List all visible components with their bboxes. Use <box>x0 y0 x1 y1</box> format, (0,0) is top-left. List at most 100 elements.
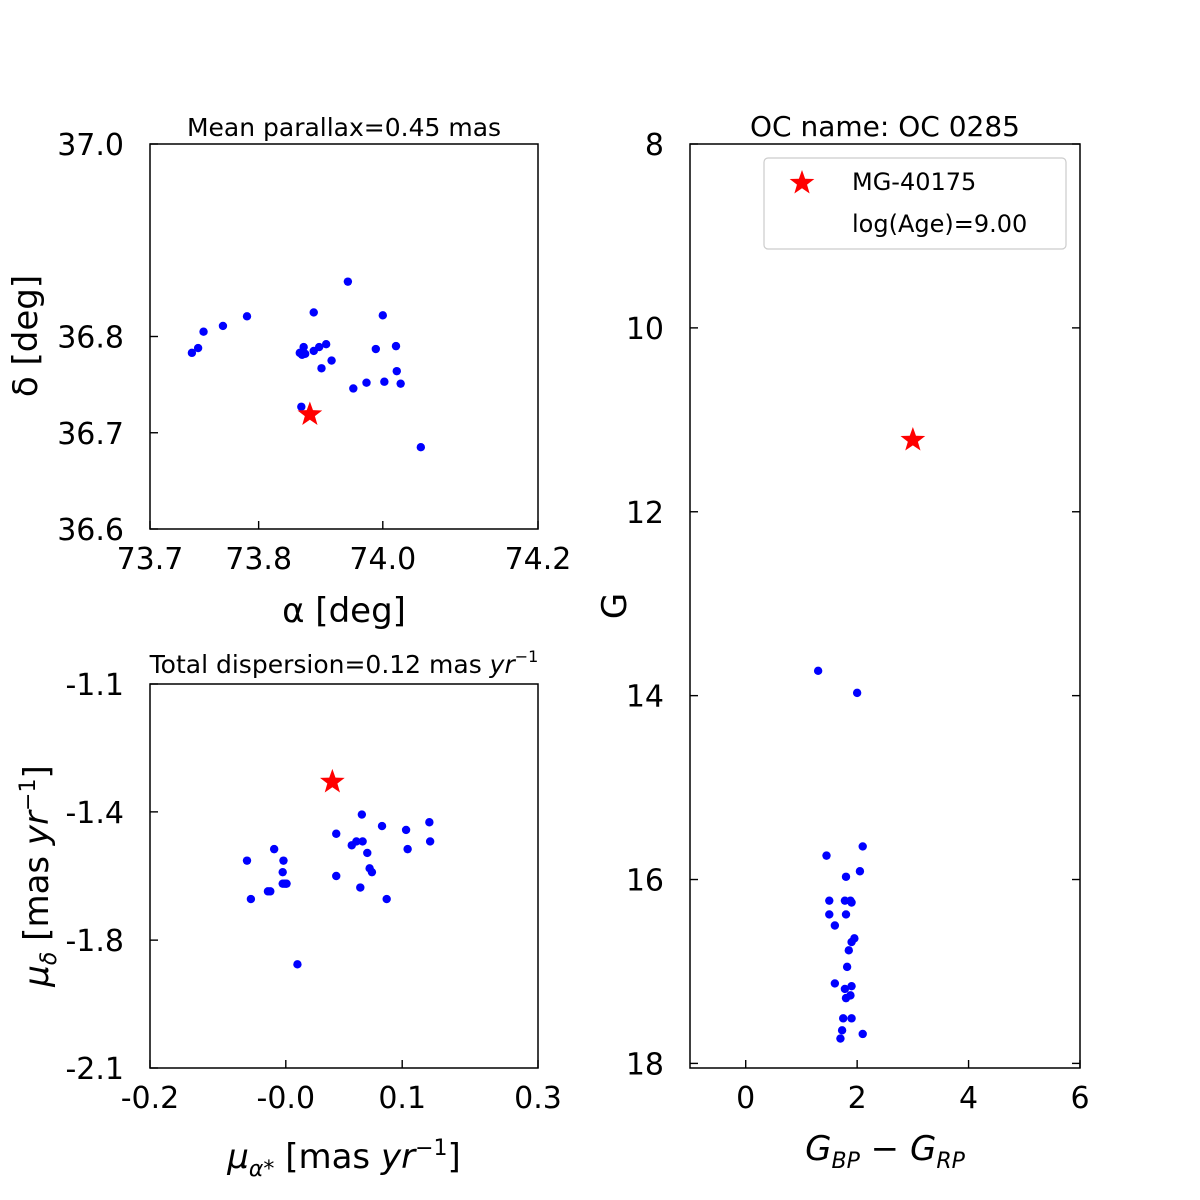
pm-member-point <box>425 818 434 827</box>
panel-proper-motion: Total dispersion=0.12 mas yr−1 -0.2 -0.0 0… <box>16 647 562 1182</box>
sky-member-point <box>349 384 358 393</box>
cmd-member-point <box>841 872 851 881</box>
cmd-member-point <box>813 666 823 676</box>
sky-member-point <box>218 321 228 331</box>
sky-ytick-label: 36.6 <box>57 513 124 548</box>
sky-member-point <box>392 366 401 376</box>
pm-member-point <box>358 837 367 846</box>
cmd-target-star <box>900 427 926 451</box>
cmd-member-point <box>840 984 850 994</box>
cmd-member-point <box>830 979 840 988</box>
cmd-member-point <box>839 1014 848 1023</box>
cmd-member-point <box>830 921 840 930</box>
cmd-member-point <box>825 896 834 905</box>
sky-member-point <box>343 277 353 286</box>
cmd-xtick-label: 4 <box>959 1081 978 1116</box>
sky-member-point <box>309 308 318 317</box>
sky-member-point <box>391 341 401 351</box>
sky-member-point <box>193 343 203 353</box>
pm-member-point <box>352 837 361 846</box>
pm-ytick-label: -1.4 <box>65 796 124 831</box>
pm-member-point <box>332 871 341 881</box>
panel-sky-position: Mean parallax=0.45 mas 73.7 73.8 74.0 74.2 3… <box>6 113 571 631</box>
pm-ytick-label: -1.1 <box>65 668 124 703</box>
cmd-ytick-label: 16 <box>626 864 664 899</box>
panel-cmd-points <box>813 427 926 1043</box>
sky-member-point <box>327 356 336 365</box>
cmd-xtick-label: 0 <box>736 1081 755 1116</box>
sky-member-point <box>362 378 371 387</box>
cmd-ytick-label: 10 <box>626 312 664 347</box>
legend-label-star: MG-40175 <box>852 168 976 196</box>
cmd-member-point <box>846 991 855 1000</box>
sky-xtick-label: 74.2 <box>505 542 572 577</box>
pm-member-point <box>263 887 273 896</box>
legend-label-age: log(Age)=9.00 <box>852 210 1027 238</box>
pm-member-point <box>403 844 412 854</box>
pm-member-point <box>401 825 411 835</box>
sky-member-point <box>317 364 326 373</box>
pm-target-star <box>320 768 345 793</box>
pm-ytick-label: -2.1 <box>65 1052 124 1087</box>
legend-box <box>763 157 1067 250</box>
pm-member-point <box>363 848 372 858</box>
panel-cmd-xlabel: GBP − GRP <box>805 1129 965 1174</box>
pm-member-point <box>367 867 377 877</box>
sky-member-point <box>297 350 307 359</box>
panel-sky-ticks: 73.7 73.8 74.0 74.2 36.6 36.7 36.8 37.0 <box>57 128 571 577</box>
pm-xtick-label: 0.3 <box>514 1081 562 1116</box>
sky-ytick-label: 36.8 <box>57 321 124 356</box>
panel-cmd-ticks: 0 2 4 6 8 10 12 14 16 18 <box>626 128 1090 1116</box>
sky-member-point <box>371 344 381 354</box>
pm-member-point <box>282 879 291 888</box>
sky-ytick-label: 36.7 <box>57 417 124 452</box>
pm-member-point <box>357 810 367 819</box>
legend-star-shape <box>789 170 815 194</box>
cmd-ytick-label: 18 <box>626 1047 664 1082</box>
pm-member-point <box>382 894 391 904</box>
pm-member-point <box>278 867 287 877</box>
pm-ytick-label: -1.8 <box>65 924 124 959</box>
sky-xtick-label: 74.0 <box>349 542 416 577</box>
cmd-member-point <box>847 898 856 907</box>
cmd-member-point <box>847 1014 856 1023</box>
panel-sky-xlabel: α [deg] <box>282 591 406 631</box>
cmd-member-point <box>855 867 865 876</box>
pm-member-point <box>332 829 341 838</box>
panel-sky-points <box>187 277 426 452</box>
pm-member-point <box>242 856 252 865</box>
panel-sky-frame <box>149 143 539 530</box>
cmd-member-point <box>858 1029 867 1039</box>
cmd-ytick-label: 8 <box>645 128 664 163</box>
legend: MG-40175 log(Age)=9.00 <box>763 157 1067 250</box>
pm-xtick-label: -0.2 <box>121 1081 180 1116</box>
cmd-xtick-label: 2 <box>848 1081 867 1116</box>
cmd-member-point <box>852 688 862 698</box>
sky-target-star <box>297 401 323 425</box>
panel-pm-title: Total dispersion=0.12 mas yr−1 <box>149 647 539 679</box>
panel-pm-frame <box>149 683 539 1069</box>
panel-cmd-frame <box>689 143 1081 1069</box>
cmd-member-point <box>822 851 831 860</box>
panel-pm-points <box>242 768 435 969</box>
sky-member-point <box>314 342 324 352</box>
cmd-member-point <box>825 910 834 919</box>
pm-member-point <box>377 821 387 831</box>
cmd-ytick-label: 12 <box>626 496 664 531</box>
sky-ytick-label: 37.0 <box>57 128 124 163</box>
cmd-member-point <box>847 981 856 991</box>
sky-member-point <box>380 377 389 386</box>
sky-member-point <box>321 340 331 349</box>
pm-member-point <box>356 883 365 892</box>
pm-member-point <box>279 856 288 865</box>
sky-member-point <box>242 312 252 321</box>
panel-pm-ticks: -0.2 -0.0 0.1 0.3 -1.1 -1.4 -1.8 -2.1 <box>65 668 561 1116</box>
cmd-ytick-label: 14 <box>626 680 664 715</box>
pm-member-point <box>246 894 256 904</box>
cmd-member-point <box>844 946 853 955</box>
sky-xtick-label: 73.8 <box>225 542 292 577</box>
cmd-member-point <box>837 1026 847 1035</box>
panel-pm-xlabel: μα* [mas yr−1] <box>226 1136 461 1182</box>
sky-member-point <box>199 327 208 336</box>
